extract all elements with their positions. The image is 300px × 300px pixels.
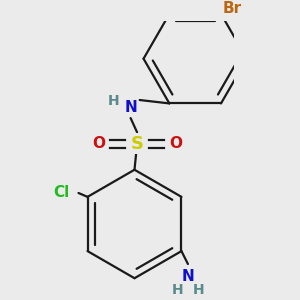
Text: S: S — [130, 135, 144, 153]
Text: Cl: Cl — [54, 185, 70, 200]
Text: N: N — [182, 269, 194, 284]
Text: Br: Br — [223, 1, 242, 16]
Text: N: N — [124, 100, 137, 115]
Text: H: H — [192, 283, 204, 297]
Text: O: O — [169, 136, 182, 152]
Text: O: O — [92, 136, 105, 152]
Text: H: H — [108, 94, 120, 108]
Text: H: H — [172, 283, 183, 297]
